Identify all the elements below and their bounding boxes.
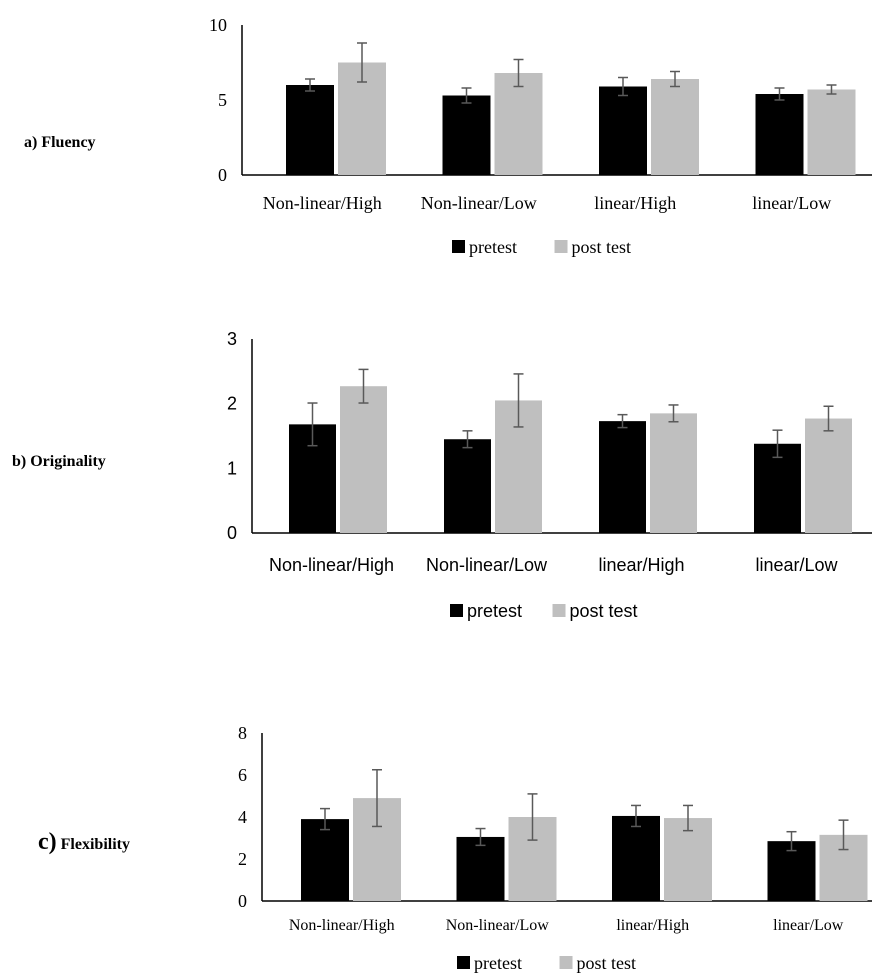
y-tick-label: 8 (238, 723, 247, 743)
x-tick-label: Non-linear/Low (446, 917, 550, 934)
x-tick-label: linear/High (616, 917, 689, 934)
pretest-bar (599, 421, 646, 533)
x-tick-label: Non-linear/High (263, 193, 382, 213)
post-test-bar (664, 818, 712, 901)
pretest-bar (286, 85, 334, 175)
pretest-bar (456, 836, 505, 901)
legend-swatch-pretest (452, 240, 465, 253)
legend-swatch-post-test (559, 956, 573, 969)
legend-label-post-test: post test (572, 237, 632, 257)
legend-label-pretest: pretest (469, 237, 517, 257)
y-tick-label: 10 (209, 15, 227, 35)
y-tick-label: 2 (227, 394, 237, 414)
y-tick-label: 0 (218, 165, 227, 185)
y-tick-label: 0 (227, 523, 237, 543)
legend: pretest post test (450, 601, 638, 621)
y-tick-label: 2 (238, 849, 247, 869)
post-test-bar (805, 418, 852, 533)
legend-label-pretest: pretest (467, 601, 522, 621)
y-tick-label: 3 (227, 329, 237, 349)
flexibility-panel: c) Flexibility 0 2 4 6 8 Non-linear/High Non-l… (0, 690, 880, 980)
x-tick-label: Non-linear/High (269, 555, 394, 575)
x-tick-label: Non-linear/Low (421, 193, 537, 213)
pretest-bar (442, 95, 491, 175)
pretest-bar (301, 819, 349, 901)
legend-swatch-pretest (457, 956, 470, 969)
pretest-bar (755, 94, 804, 175)
legend-label-pretest: pretest (474, 953, 522, 973)
y-tick-label: 1 (227, 458, 237, 478)
x-tick-label: linear/High (594, 193, 676, 213)
panel-title: Flexibility (60, 836, 130, 853)
legend-swatch-post-test (554, 240, 568, 253)
y-tick-label: 5 (218, 90, 227, 110)
pretest-bar (599, 86, 647, 175)
panel-label-fluency: a) Fluency (24, 134, 96, 152)
originality-panel: b) Originality 0 1 2 3 Non-linear/High Non-li… (0, 300, 880, 640)
panel-letter: c) (38, 829, 57, 855)
panel-label-originality: b) Originality (12, 453, 106, 471)
x-tick-label: linear/High (598, 555, 684, 575)
originality-chart: 0 1 2 3 Non-linear/High Non-linear/Low linear/… (227, 329, 872, 621)
pretest-bar (612, 815, 660, 901)
post-test-bar (494, 73, 543, 175)
panel-label-flexibility: c) Flexibility (38, 829, 130, 856)
post-test-bar (807, 89, 856, 175)
x-tick-label: linear/Low (773, 917, 844, 934)
pretest-bar (444, 439, 491, 533)
y-tick-label: 4 (238, 807, 247, 827)
post-test-bar (650, 413, 697, 533)
post-test-bar (340, 386, 387, 533)
post-test-bar (651, 79, 699, 175)
fluency-chart: 0 5 10 Non-linear/High Non-linear/Low linear/… (209, 15, 872, 257)
legend-label-post-test: post test (570, 601, 638, 621)
x-tick-label: Non-linear/High (289, 917, 395, 934)
y-tick-label: 6 (238, 765, 247, 785)
legend-swatch-pretest (450, 604, 463, 617)
pretest-bar (754, 443, 801, 533)
panel-letter: a) (24, 134, 38, 151)
x-tick-label: linear/Low (755, 555, 838, 575)
panel-letter: b) (12, 453, 27, 470)
flexibility-chart: 0 2 4 6 8 Non-linear/High Non-linear/Low linear… (238, 723, 872, 973)
legend-label-post-test: post test (577, 953, 637, 973)
panel-title: Originality (30, 453, 106, 470)
fluency-panel: a) Fluency 0 5 10 Non-linear/High Non-linear… (0, 0, 880, 300)
legend-swatch-post-test (552, 604, 566, 617)
legend: pretest post test (452, 237, 631, 257)
legend: pretest post test (457, 953, 636, 973)
y-tick-label: 0 (238, 891, 247, 911)
x-tick-label: Non-linear/Low (426, 555, 548, 575)
panel-title: Fluency (41, 134, 96, 151)
x-tick-label: linear/Low (752, 193, 831, 213)
